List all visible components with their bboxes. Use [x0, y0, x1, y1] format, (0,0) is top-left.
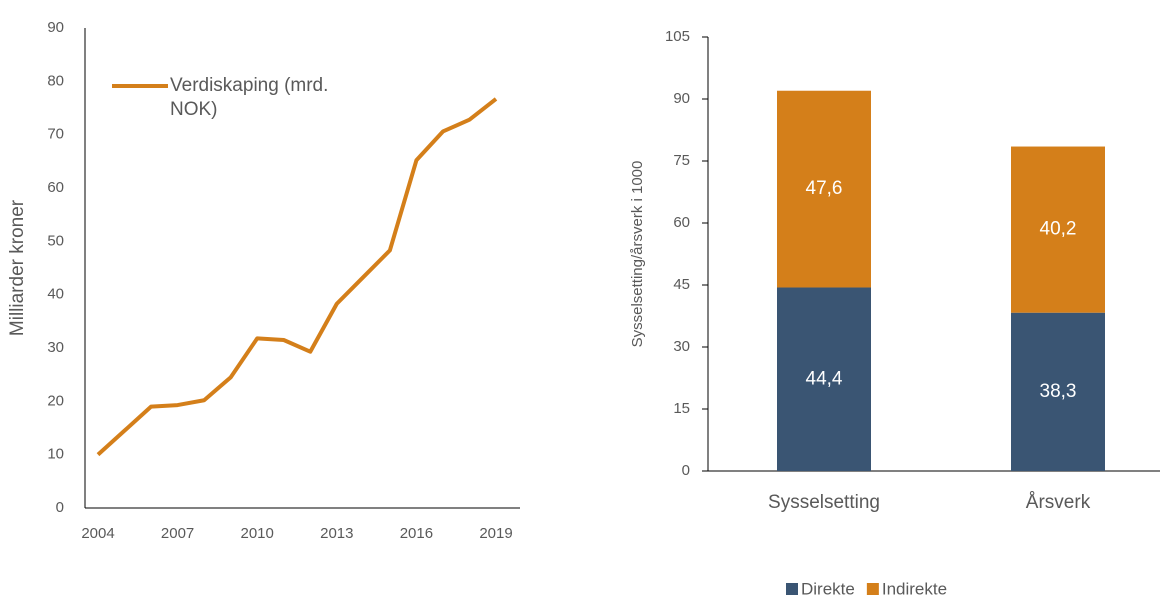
- data-label: 44,4: [806, 368, 843, 389]
- y-tick-label: 80: [47, 72, 64, 89]
- legend-label: Verdiskaping (mrd. NOK): [170, 75, 329, 120]
- y-tick-label: 20: [47, 392, 64, 409]
- x-tick-label: 2019: [479, 525, 512, 542]
- y-axis-label: Sysselsetting/årsverk i 1000: [629, 161, 646, 348]
- y-tick-label: 60: [673, 214, 690, 231]
- y-tick-label: 45: [673, 276, 690, 293]
- legend-swatch: [786, 583, 798, 595]
- line: [96, 97, 498, 457]
- y-tick-label: 0: [56, 499, 64, 516]
- x-tick-label: 2016: [400, 525, 433, 542]
- y-tick-label: 90: [47, 19, 64, 36]
- y-tick-label: 40: [47, 286, 64, 303]
- x-tick-label: 2004: [81, 525, 114, 542]
- y-tick-label: 70: [47, 126, 64, 143]
- data-label: 38,3: [1040, 381, 1077, 402]
- y-tick-label: 105: [665, 28, 690, 45]
- x-tick-label: Årsverk: [1026, 492, 1091, 513]
- x-tick-label: 2013: [320, 525, 353, 542]
- y-tick-label: 60: [47, 179, 64, 196]
- legend-label: Direkte: [801, 579, 855, 598]
- data-label: 40,2: [1040, 219, 1077, 240]
- x-tick-label: Sysselsetting: [768, 492, 880, 513]
- bar-segment: [777, 90, 871, 288]
- data-label: 47,6: [806, 178, 843, 199]
- y-tick-label: 30: [47, 339, 64, 356]
- legend-swatch: [866, 583, 879, 595]
- y-tick-label: 15: [673, 400, 690, 417]
- legend-label: Indirekte: [882, 579, 947, 598]
- x-tick-label: 2010: [241, 525, 274, 542]
- bar-segment: [1011, 146, 1105, 313]
- y-axis-label: Milliarder kroner: [7, 199, 28, 336]
- x-tick-label: 2007: [161, 525, 194, 542]
- bar-segment: [777, 287, 871, 471]
- y-tick-label: 0: [682, 462, 690, 479]
- y-tick-label: 75: [673, 152, 690, 169]
- bar-segment: [1011, 312, 1105, 471]
- legend-box: Verdiskaping (mrd. NOK): [170, 75, 329, 120]
- y-tick-label: 10: [47, 446, 64, 463]
- y-tick-label: 30: [673, 338, 690, 355]
- y-tick-label: 50: [47, 232, 64, 249]
- y-tick-label: 90: [673, 90, 690, 107]
